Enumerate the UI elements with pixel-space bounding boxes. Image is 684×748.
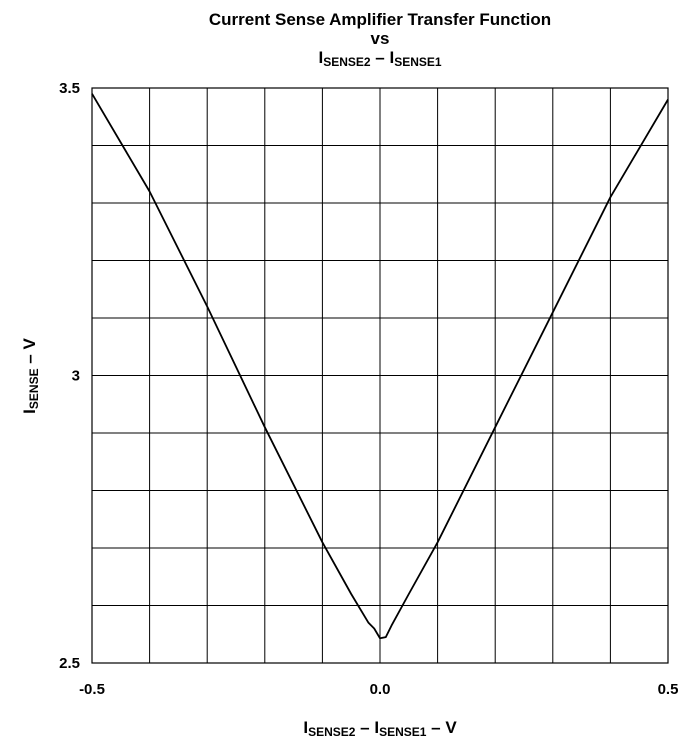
plot-frame bbox=[91, 87, 669, 664]
x-tick-label: -0.5 bbox=[79, 681, 105, 698]
y-tick-label: 2.5 bbox=[59, 655, 80, 672]
x-tick-label: 0.0 bbox=[370, 681, 391, 698]
data-point bbox=[408, 593, 410, 595]
data-point bbox=[379, 637, 381, 639]
data-point bbox=[373, 627, 375, 629]
title-line-1: Current Sense Amplifier Transfer Functio… bbox=[208, 10, 552, 29]
data-point bbox=[385, 636, 387, 638]
x-tick-label: 0.5 bbox=[658, 681, 679, 698]
data-point bbox=[390, 624, 392, 626]
data-point bbox=[494, 426, 496, 428]
data-point bbox=[148, 190, 150, 192]
data-point bbox=[206, 305, 208, 307]
tick-labels: -0.5 0.0 0.5 2.5 3 3.5 bbox=[59, 80, 678, 698]
x-axis-label: ISENSE2 – ISENSE1 – V bbox=[303, 718, 457, 739]
series-line bbox=[91, 93, 669, 640]
data-point bbox=[609, 196, 611, 198]
y-axis-label: ISENSE – V bbox=[20, 338, 41, 414]
y-tick-label: 3 bbox=[72, 368, 80, 385]
grid-lines bbox=[92, 88, 668, 663]
data-point bbox=[264, 426, 266, 428]
data-point bbox=[321, 541, 323, 543]
data-point bbox=[552, 311, 554, 313]
y-tick-label: 3.5 bbox=[59, 80, 80, 97]
data-point bbox=[436, 541, 438, 543]
data-point bbox=[350, 593, 352, 595]
data-point bbox=[91, 93, 93, 95]
data-point bbox=[667, 98, 669, 100]
data-point bbox=[367, 622, 369, 624]
series-group bbox=[91, 93, 669, 640]
chart-title: Current Sense Amplifier Transfer Functio… bbox=[92, 10, 668, 69]
title-line-2: vs bbox=[370, 29, 390, 48]
title-line-3: ISENSE2 – ISENSE1 bbox=[318, 48, 442, 69]
